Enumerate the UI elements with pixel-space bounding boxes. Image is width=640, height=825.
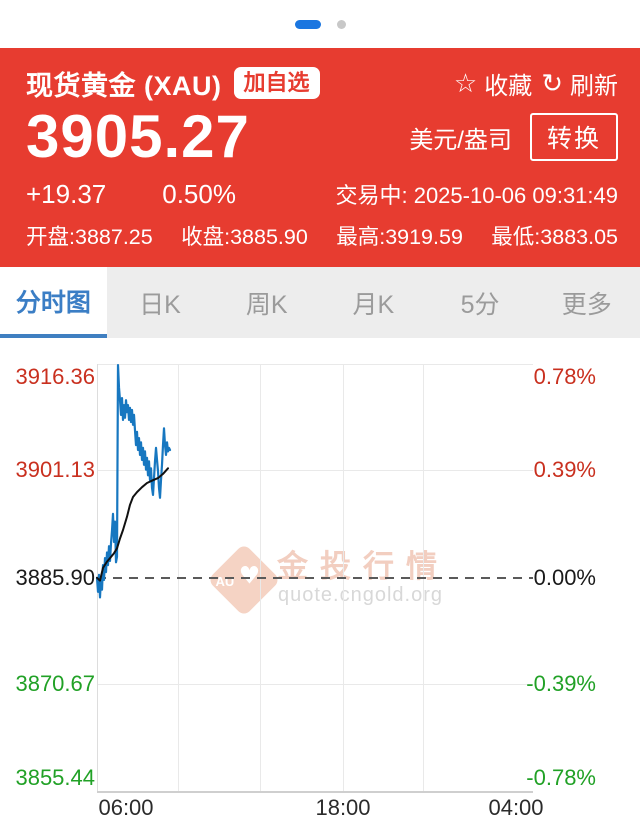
y-label-percent: 0.78% (533, 364, 596, 389)
quote-header: 现货黄金 (XAU) 加自选 ☆ 收藏 ↻ 刷新 3905.27 美元/盎司 转… (0, 48, 640, 267)
refresh-icon: ↻ (541, 68, 563, 98)
favorite-label: 收藏 (484, 72, 533, 100)
convert-button[interactable]: 转换 (529, 113, 618, 161)
prev-close-stat: 收盘:3885.90 (181, 225, 308, 249)
gridline (343, 364, 344, 791)
instrument-title: 现货黄金 (XAU) (26, 70, 222, 101)
y-label-percent: 0.39% (533, 457, 596, 482)
gridline (178, 364, 179, 791)
refresh-label: 刷新 (570, 72, 618, 100)
chart-period-tabs: 分时图 日K 周K 月K 5分 更多 (0, 267, 640, 338)
y-label-percent: -0.39% (526, 671, 596, 696)
y-label-percent: -0.78% (526, 765, 596, 790)
baseline-dashed (97, 577, 533, 579)
gridline (97, 470, 533, 471)
tab-daily-k[interactable]: 日K (139, 290, 181, 319)
tab-timeline[interactable]: 分时图 (0, 267, 107, 338)
tab-weekly-k[interactable]: 周K (245, 290, 288, 319)
price-change-percent: 0.50% (162, 178, 236, 209)
x-axis-line (97, 791, 533, 793)
x-label-time: 06:00 (98, 795, 154, 820)
trading-status: 交易中: 2025-10-06 09:31:49 (335, 183, 618, 208)
y-label-price: 3870.67 (15, 671, 95, 696)
low-stat: 最低:3883.05 (491, 225, 618, 249)
carousel-dot[interactable] (336, 19, 346, 29)
watermark-brand: 金投行情 (277, 549, 449, 584)
favorite-button[interactable]: ☆ 收藏 (454, 66, 532, 101)
price-change: +19.37 (26, 178, 107, 209)
carousel-dot-active[interactable] (294, 19, 321, 29)
y-label-percent: 0.00% (533, 565, 596, 590)
carousel-indicator (0, 0, 640, 48)
y-axis-line (97, 364, 98, 791)
heart-icon: ♥ (238, 561, 261, 590)
watermark-logo: ♥ AU (207, 543, 281, 617)
ohlc-stats: 开盘:3887.25 收盘:3885.90 最高:3919.59 最低:3883… (26, 220, 618, 251)
add-watchlist-button[interactable]: 加自选 (233, 66, 320, 100)
y-label-price: 3901.13 (15, 457, 95, 482)
y-label-price: 3855.44 (15, 765, 95, 790)
y-label-price: 3916.36 (15, 364, 95, 389)
gridline (97, 684, 533, 685)
refresh-button[interactable]: ↻ 刷新 (541, 66, 618, 101)
watermark-url: quote.cngold.org (278, 584, 444, 606)
gridline (97, 364, 533, 365)
tab-more[interactable]: 更多 (561, 290, 612, 319)
last-price: 3905.27 (26, 103, 250, 170)
gridline (423, 364, 424, 791)
high-stat: 最高:3919.59 (336, 225, 463, 249)
tab-5min[interactable]: 5分 (460, 290, 500, 319)
tab-monthly-k[interactable]: 月K (352, 290, 395, 319)
x-label-time: 04:00 (488, 795, 544, 820)
y-label-price: 3885.90 (15, 565, 95, 590)
watermark-au-label: AU (215, 573, 235, 589)
x-label-time: 18:00 (315, 795, 371, 820)
gridline (260, 364, 261, 791)
open-stat: 开盘:3887.25 (26, 225, 153, 249)
price-unit: 美元/盎司 (409, 126, 512, 154)
star-icon: ☆ (453, 68, 478, 98)
